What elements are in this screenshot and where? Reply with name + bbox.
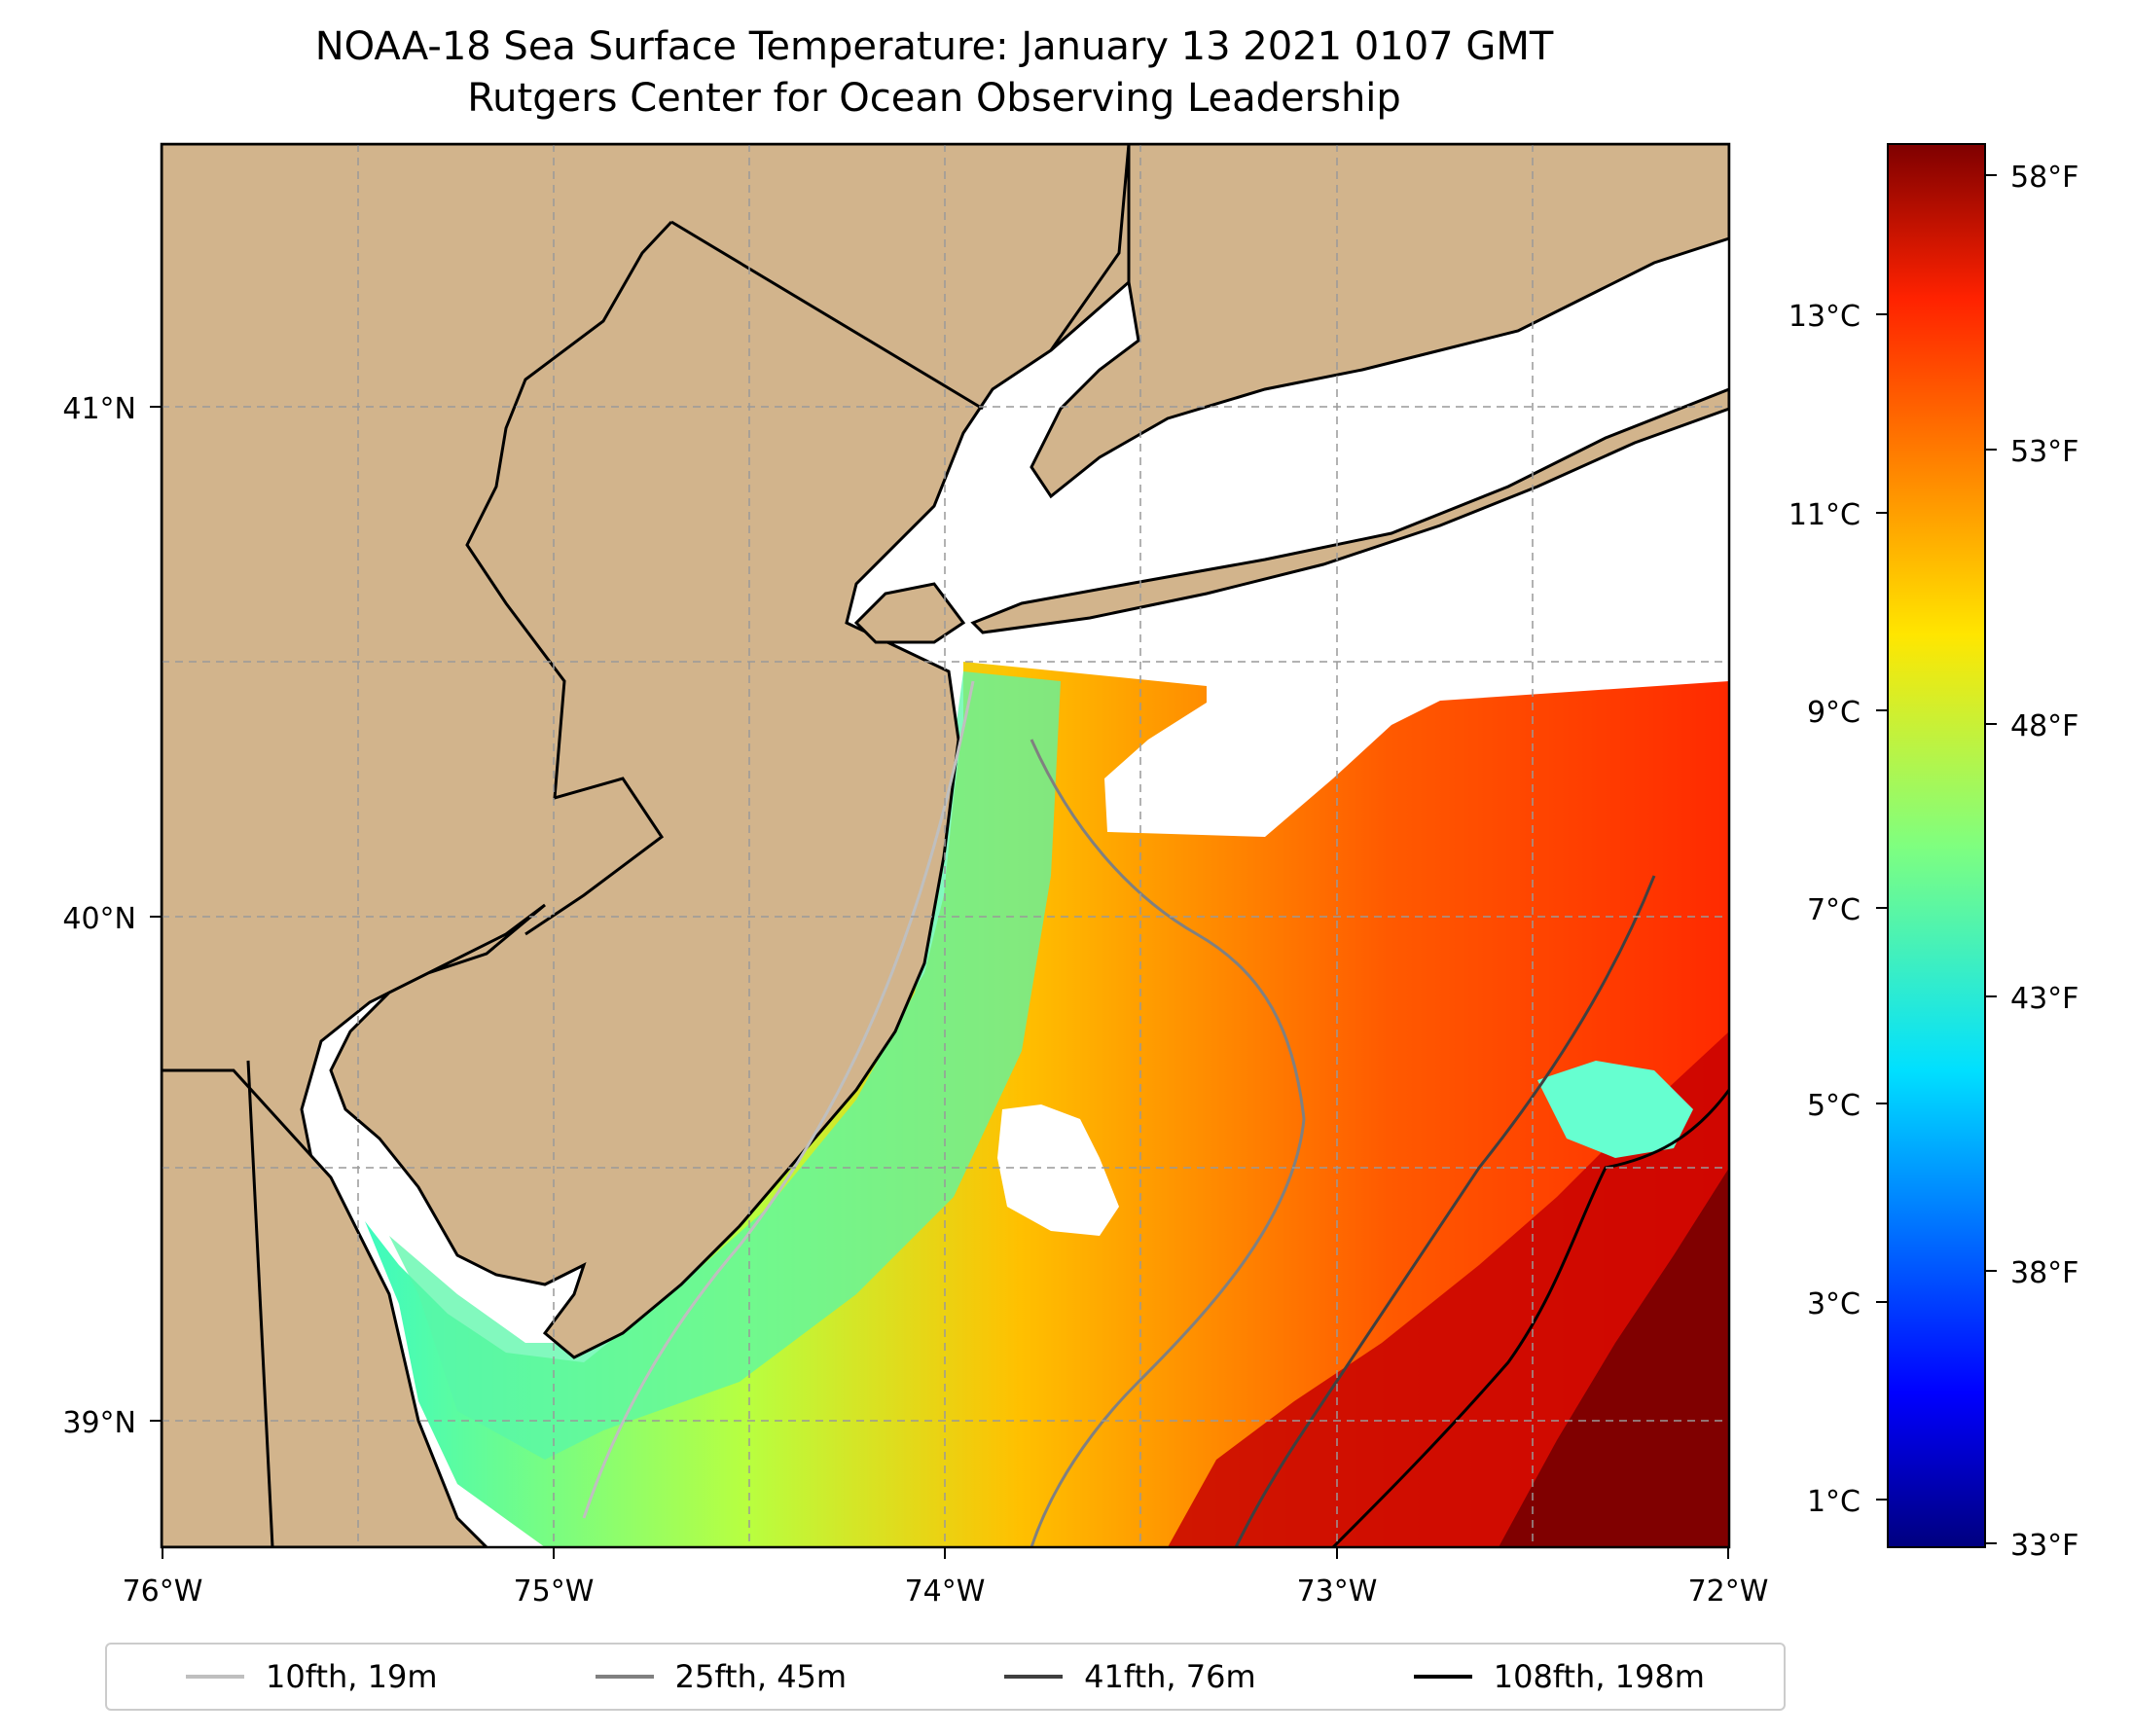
legend-label-10fth: 10fth, 19m (266, 1658, 438, 1695)
lon-label-74w: 74°W (905, 1574, 986, 1609)
land-long-island (970, 387, 1729, 634)
celsius-ticks (1876, 313, 1888, 1501)
legend-label-41fth: 41fth, 76m (1084, 1658, 1256, 1695)
lon-label-73w: 73°W (1297, 1574, 1378, 1609)
cloud-gap-white (997, 1104, 1119, 1236)
contour-76m (1234, 875, 1656, 1547)
contour-19m (582, 680, 975, 1519)
fahrenheit-label-43: 43°F (2010, 982, 2078, 1016)
sst-hot-core (1499, 1168, 1729, 1547)
lat-label-41n: 41°N (62, 392, 136, 426)
celsius-label-5: 5°C (1807, 1089, 1861, 1123)
contour-45m (1030, 739, 1306, 1547)
celsius-label-7: 7°C (1807, 893, 1861, 927)
land-delmarva (162, 1068, 489, 1547)
lon-ticks (162, 1547, 1729, 1559)
contour-legend: 10fth, 19m 25fth, 45m 41fth, 76m 108fth,… (105, 1643, 1786, 1711)
fahrenheit-label-58: 58°F (2010, 161, 2078, 195)
legend-swatch-108fth (1413, 1675, 1472, 1679)
lon-label-76w: 76°W (123, 1574, 203, 1609)
sst-nearshore-cool (389, 671, 1061, 1460)
fahrenheit-label-53: 53°F (2010, 435, 2078, 469)
lon-label-75w: 75°W (514, 1574, 595, 1609)
fahrenheit-ticks (1985, 174, 1997, 1544)
legend-item-25fth: 25fth, 45m (595, 1658, 848, 1695)
sst-cool-patch (1537, 1061, 1693, 1158)
land-staten-island (853, 582, 966, 644)
lon-label-72w: 72°W (1688, 1574, 1769, 1609)
state-border-de-md (246, 1060, 274, 1547)
lat-label-40n: 40°N (62, 902, 136, 936)
fahrenheit-label-38: 38°F (2010, 1256, 2078, 1290)
land-new-york-connecticut (1030, 144, 1729, 499)
celsius-label-13: 13°C (1789, 300, 1861, 334)
legend-item-108fth: 108fth, 198m (1413, 1658, 1705, 1695)
legend-item-41fth: 41fth, 76m (1004, 1658, 1256, 1695)
state-border-ny-ct (1049, 144, 1131, 351)
fahrenheit-label-33: 33°F (2010, 1529, 2078, 1563)
celsius-label-9: 9°C (1807, 696, 1861, 730)
celsius-label-11: 11°C (1789, 498, 1861, 532)
colorbar (1887, 143, 1986, 1548)
map-title: NOAA-18 Sea Surface Temperature: January… (0, 21, 1868, 125)
gridlines (162, 144, 1729, 1547)
legend-label-108fth: 108fth, 198m (1493, 1658, 1705, 1695)
legend-swatch-41fth (1004, 1675, 1064, 1679)
state-border-nj-pa (465, 220, 673, 936)
state-border-ny-nj (670, 220, 984, 411)
legend-label-25fth: 25fth, 45m (674, 1658, 848, 1695)
lat-label-39n: 39°N (62, 1406, 136, 1440)
contour-198m (1331, 1089, 1729, 1547)
celsius-label-1: 1°C (1807, 1485, 1861, 1519)
title-line-2: Rutgers Center for Ocean Observing Leade… (467, 76, 1401, 121)
lat-ticks (150, 406, 162, 1422)
fahrenheit-label-48: 48°F (2010, 709, 2078, 743)
legend-item-10fth: 10fth, 19m (186, 1658, 438, 1695)
title-line-1: NOAA-18 Sea Surface Temperature: January… (314, 24, 1554, 69)
celsius-label-3: 3°C (1807, 1287, 1861, 1321)
legend-swatch-25fth (595, 1675, 654, 1679)
legend-swatch-10fth (186, 1675, 245, 1679)
land-mainland (162, 144, 1131, 1359)
